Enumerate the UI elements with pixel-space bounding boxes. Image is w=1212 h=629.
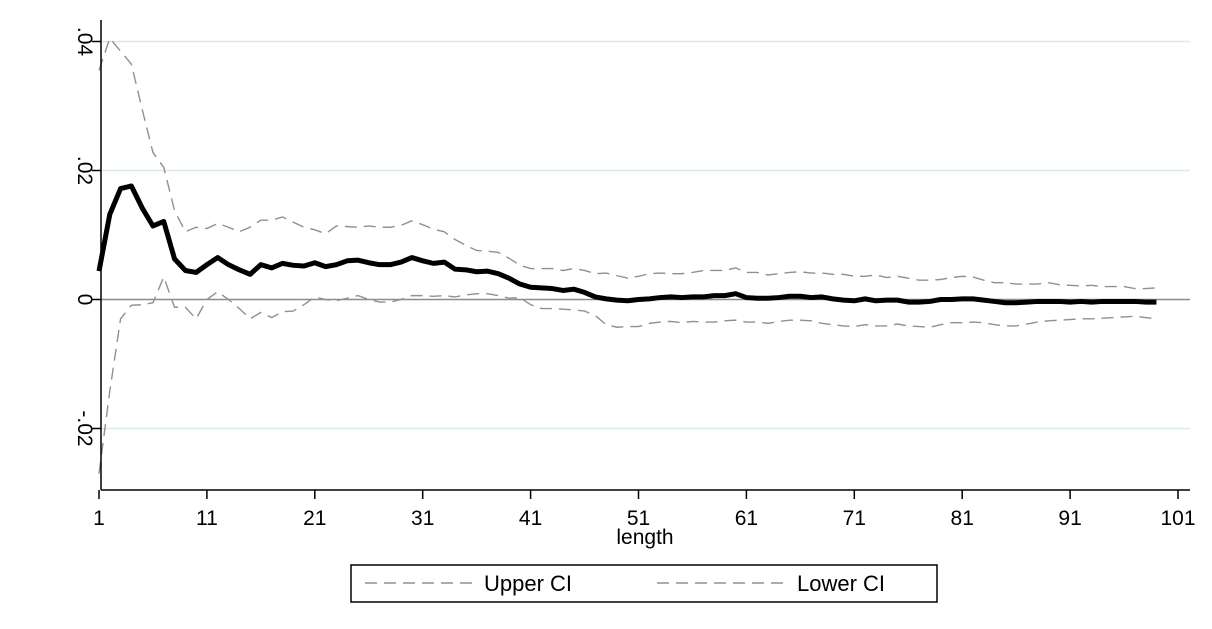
series-line-upper-ci: [98, 36, 1157, 290]
x-tick-label-2: 21: [303, 507, 326, 530]
x-tick-label-8: 81: [951, 507, 974, 530]
axes: 1 11 21 31 41 51 61 71 81 91 101-.020.02.04: [73, 20, 1196, 530]
legend-label-0: Upper CI: [484, 571, 572, 596]
x-tick-label-4: 41: [519, 507, 542, 530]
y-tick-label-0: -.02: [73, 410, 96, 446]
series-line-lower-ci: [98, 274, 1157, 474]
legend-label-1: Lower CI: [797, 571, 885, 596]
x-tick-label-6: 61: [735, 507, 758, 530]
series-lines: [96, 36, 1157, 474]
x-tick-label-3: 31: [411, 507, 434, 530]
y-tick-label-2: .02: [73, 156, 96, 185]
y-tick-label-3: .04: [73, 27, 96, 57]
grid-lines: [101, 40, 1190, 430]
x-tick-label-10: 101: [1160, 507, 1195, 530]
legend: Upper CI Lower CI: [350, 564, 938, 603]
x-tick-label-5: 51: [627, 507, 650, 530]
x-tick-label-9: 91: [1058, 507, 1081, 530]
x-tick-label-7: 71: [843, 507, 866, 530]
x-axis-label: length: [616, 526, 673, 549]
y-tick-label-1: 0: [73, 294, 96, 306]
x-tick-label-1: 11: [196, 507, 218, 530]
x-tick-label-0: 1: [93, 507, 105, 530]
series-line-main: [96, 183, 1157, 306]
